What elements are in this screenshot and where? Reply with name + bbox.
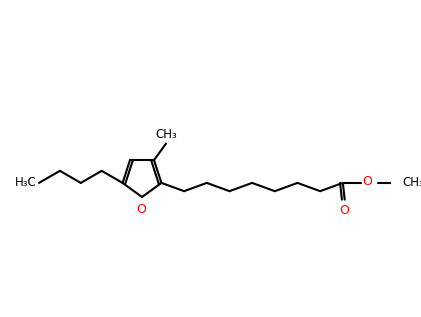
Text: O: O xyxy=(339,204,349,217)
Text: CH₃: CH₃ xyxy=(402,176,421,190)
Text: H₃C: H₃C xyxy=(14,176,36,190)
Text: O: O xyxy=(362,176,372,189)
Text: CH₃: CH₃ xyxy=(155,128,177,141)
Text: O: O xyxy=(136,203,146,216)
